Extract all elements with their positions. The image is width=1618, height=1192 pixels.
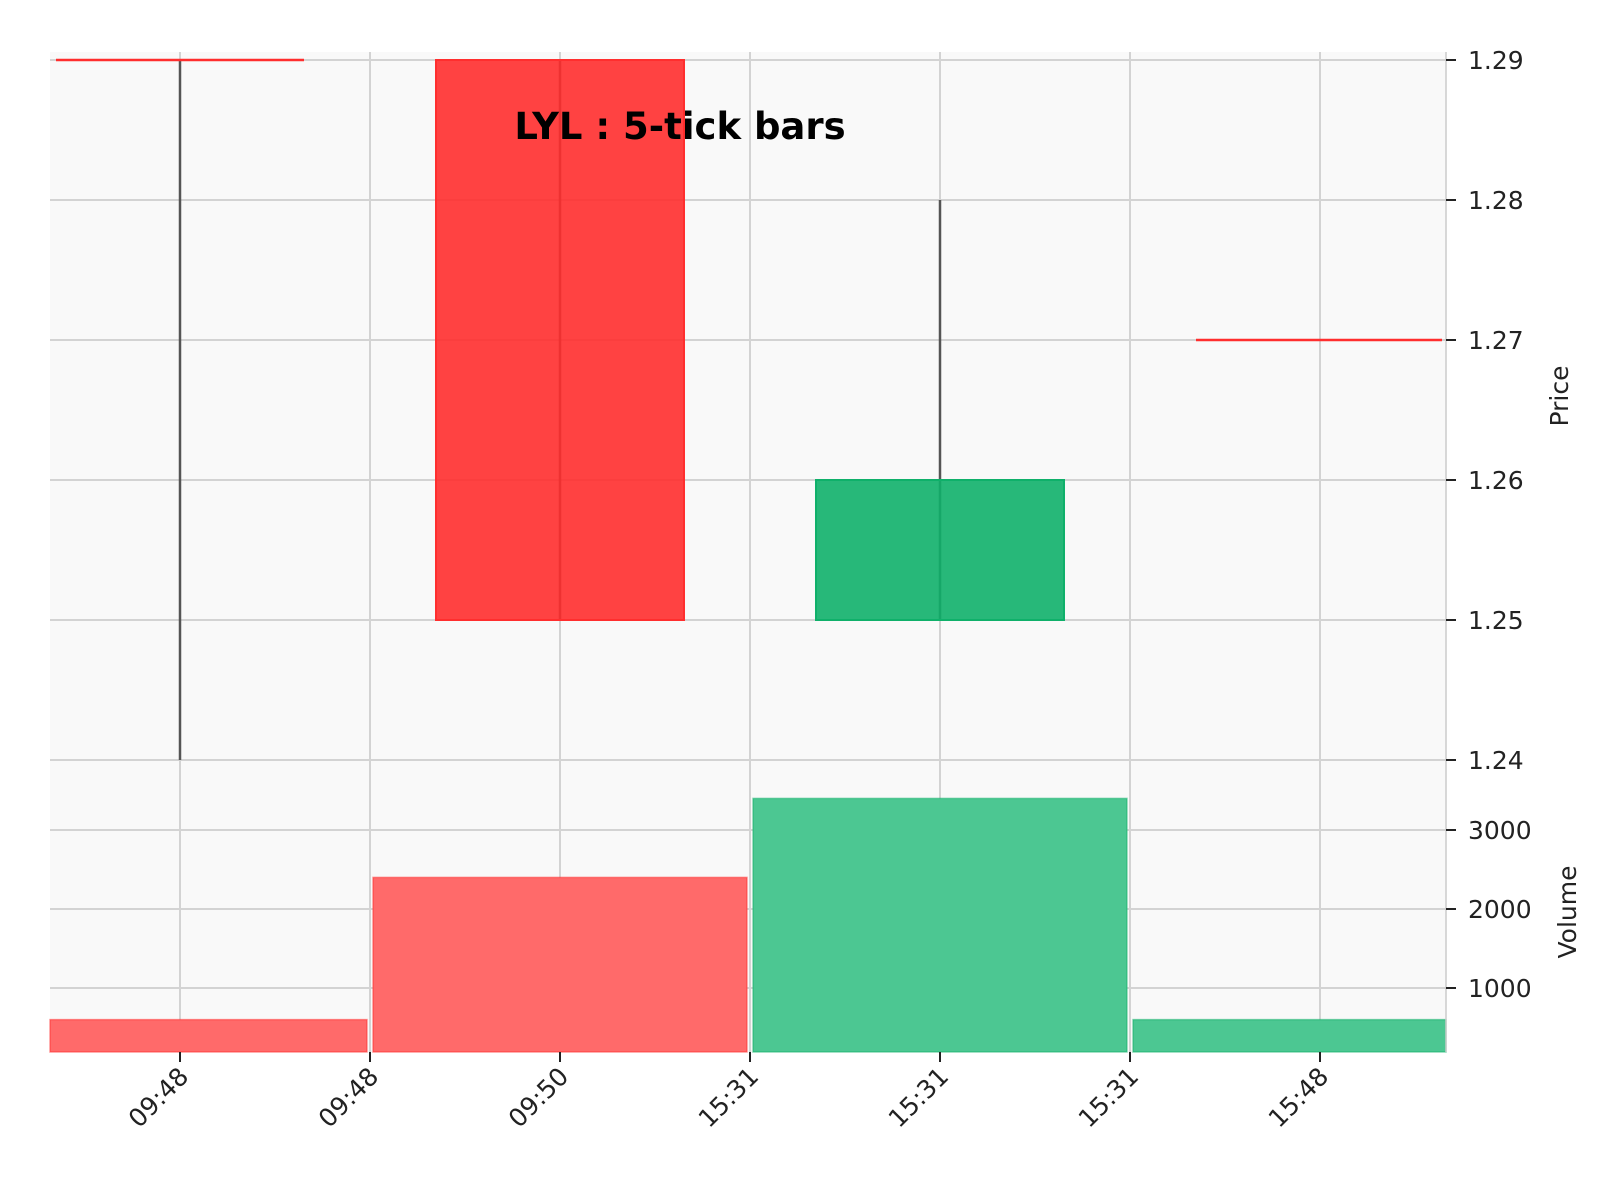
- volume-bar: [372, 876, 748, 1053]
- price-tick-label: 1.28: [1468, 186, 1524, 215]
- price-panel-background: [50, 52, 1446, 760]
- volume-tick-label: 3000: [1468, 816, 1532, 845]
- volume-bar: [1132, 1018, 1447, 1053]
- volume-axis-label: Volume: [1553, 866, 1582, 959]
- price-axis-label: Price: [1545, 366, 1574, 427]
- candle-body: [435, 59, 685, 621]
- candles: [56, 58, 1442, 760]
- volume-tick-label: 1000: [1468, 974, 1532, 1003]
- chart-title: LYL : 5-tick bars: [514, 105, 845, 148]
- volume-bar: [752, 797, 1128, 1053]
- x-tick-label: 09:48: [123, 1062, 194, 1133]
- x-tick-label: 15:31: [1073, 1062, 1144, 1133]
- x-tick-label: 15:31: [693, 1062, 764, 1133]
- price-tick-label: 1.27: [1468, 326, 1524, 355]
- x-tick-label: 09:48: [313, 1062, 384, 1133]
- volume-tick-label: 2000: [1468, 895, 1532, 924]
- volume-bar: [49, 1018, 368, 1053]
- price-tick-label: 1.24: [1468, 746, 1524, 775]
- x-tick-label: 15:31: [883, 1062, 954, 1133]
- price-tick-label: 1.29: [1468, 46, 1524, 75]
- price-tick-label: 1.25: [1468, 606, 1524, 635]
- x-tick-label: 09:50: [503, 1062, 574, 1133]
- volume-panel-background: [50, 760, 1446, 1052]
- price-tick-label: 1.26: [1468, 466, 1524, 495]
- x-tick-label: 15:48: [1263, 1062, 1334, 1133]
- candle-body: [815, 479, 1065, 621]
- volume-bars: [49, 797, 1447, 1053]
